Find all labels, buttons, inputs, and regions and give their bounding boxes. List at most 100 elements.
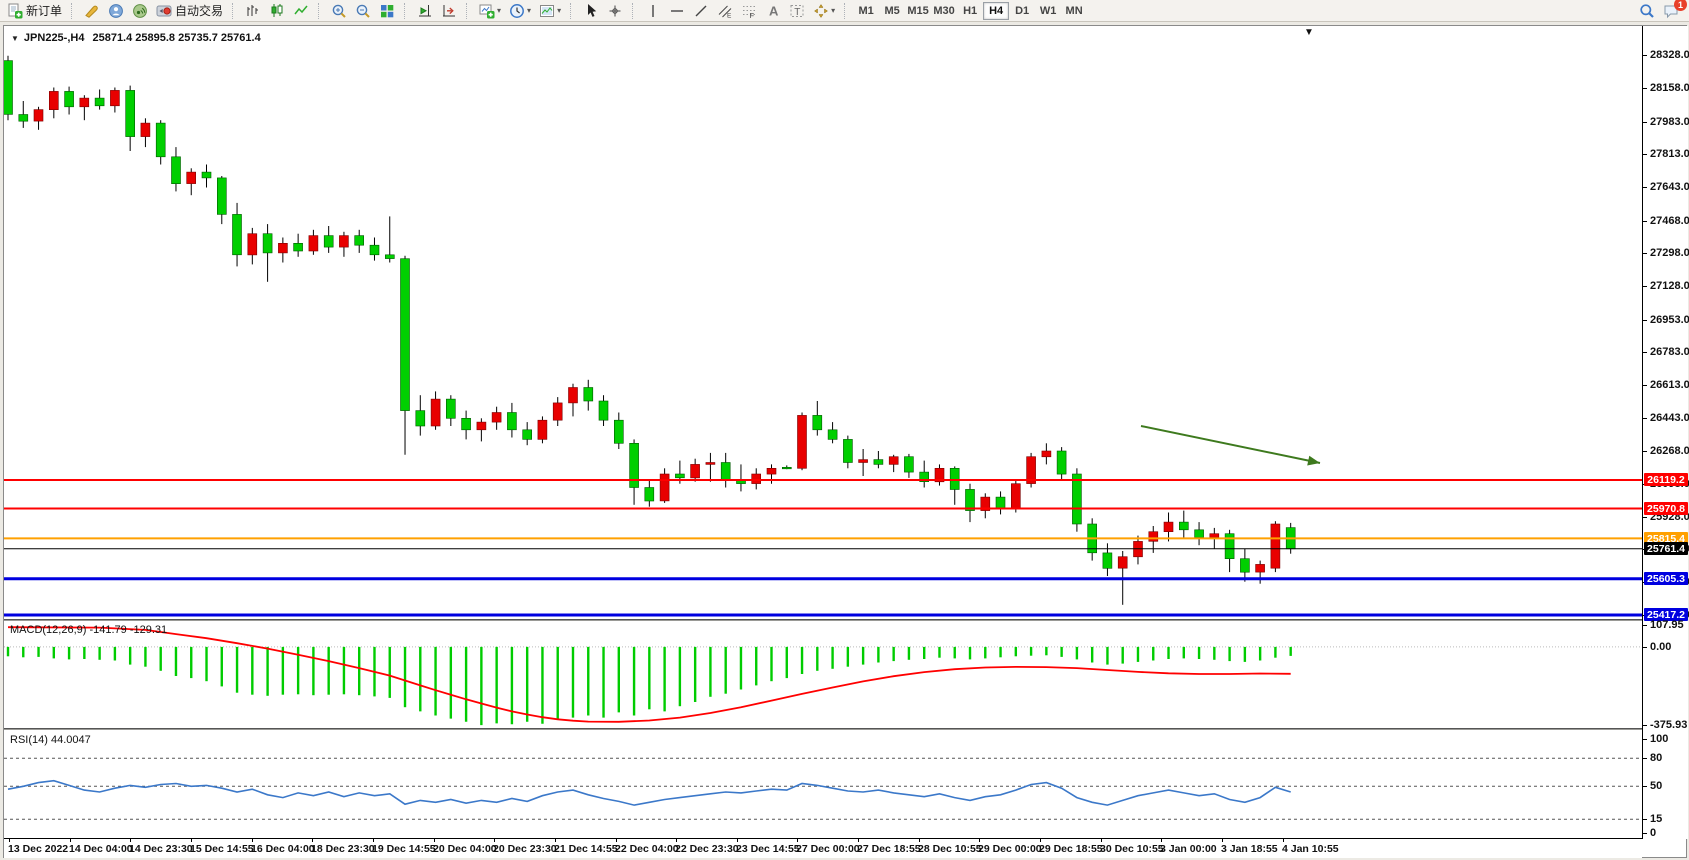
toolbar-group: ▾ ▾ ▾ (475, 1, 565, 21)
timeframe-m30-button[interactable]: M30 (933, 4, 955, 17)
channel-icon: E (717, 3, 733, 19)
rsi-scale-label: 0 (1650, 827, 1657, 839)
timeframe-m5-button[interactable]: M5 (884, 4, 900, 17)
zoom-in-button[interactable] (327, 1, 351, 21)
rsi-panel[interactable] (4, 731, 1642, 837)
auto-scroll-icon (441, 3, 457, 19)
autotrade-icon (156, 3, 172, 19)
hline-button[interactable] (665, 1, 689, 21)
macd-tick-mark (1643, 647, 1647, 648)
main-toolbar: 新订单 自动交易 ▾ ▾ ▾ E F A T ▾ M1 M5 M15 M30 H1 H4 D1 W1 MN 1 (0, 0, 1689, 22)
toolbar-separator (404, 2, 409, 19)
time-tick-mark (494, 839, 495, 842)
toolbar-separator (466, 2, 471, 19)
styler-button[interactable] (80, 1, 104, 21)
macd-panel[interactable] (4, 622, 1642, 728)
new-chart-button[interactable]: ▾ (475, 1, 505, 21)
bar-chart-button[interactable] (241, 1, 265, 21)
price-tick-mark (1643, 352, 1647, 353)
toolbar-separator (632, 2, 637, 19)
zoom-out-button[interactable] (351, 1, 375, 21)
chevron-down-icon[interactable]: ▾ (497, 6, 502, 15)
new-order-button[interactable]: 新订单 (3, 1, 66, 21)
vline-button[interactable] (641, 1, 665, 21)
arrows-button[interactable]: ▾ (809, 1, 839, 21)
price-tick-label: 27643.0 (1650, 181, 1689, 193)
notifications-button[interactable]: 1 (1659, 0, 1687, 21)
trend-arrow-annotation[interactable] (1140, 425, 1321, 466)
label-button[interactable]: T (785, 1, 809, 21)
panel-separator[interactable] (4, 728, 1642, 730)
chevron-down-icon[interactable]: ▾ (831, 6, 836, 15)
new-chart-icon (479, 3, 495, 19)
chart-shift-marker-icon[interactable]: ▼ (1304, 27, 1314, 38)
cursor-button[interactable] (579, 1, 603, 21)
shift-chart-button[interactable] (413, 1, 437, 21)
timeframe-mn-button[interactable]: MN (1065, 4, 1083, 17)
time-tick-label: 27 Dec 00:00 (796, 843, 860, 855)
autotrade-button-label: 自动交易 (175, 4, 224, 18)
price-tick-label: 27983.0 (1650, 116, 1689, 128)
rsi-scale-label: 100 (1650, 733, 1669, 745)
market-button[interactable] (104, 1, 128, 21)
timeframe-h1-button[interactable]: H1 (963, 4, 978, 17)
price-tick-mark (1643, 286, 1647, 287)
panel-separator[interactable] (4, 619, 1642, 621)
toolbar-right: 1 (1635, 0, 1687, 21)
fibonacci-button[interactable]: F (737, 1, 761, 21)
templates-button[interactable]: ▾ (535, 1, 565, 21)
time-tick-mark (373, 839, 374, 842)
timeframe-h4-button[interactable]: H4 (983, 1, 1010, 20)
search-button[interactable] (1635, 1, 1659, 21)
crosshair-button[interactable] (603, 1, 627, 21)
ohlc-values: 25871.4 25895.8 25735.7 25761.4 (92, 32, 261, 44)
price-tick-label: 27298.0 (1650, 247, 1689, 259)
autotrade-button[interactable]: 自动交易 (152, 1, 227, 21)
horizontal-level-lines[interactable] (4, 479, 1642, 617)
main-chart-plot[interactable] (4, 26, 1642, 620)
time-tick-mark (979, 839, 980, 842)
time-tick-label: 4 Jan 10:55 (1282, 843, 1339, 855)
trendline-button[interactable] (689, 1, 713, 21)
chart-window: ▼ JPN225-,H4 25871.4 25895.8 25735.7 257… (3, 25, 1689, 858)
rsi-tick-mark (1643, 819, 1647, 820)
auto-scroll-button[interactable] (437, 1, 461, 21)
time-tick-mark (1222, 839, 1223, 842)
symbol-dropdown-icon[interactable]: ▼ (11, 33, 19, 43)
price-level-label: 25417.2 (1644, 608, 1688, 621)
rsi-scale-label: 15 (1650, 813, 1663, 825)
chevron-down-icon[interactable]: ▾ (557, 6, 562, 15)
time-tick-label: 20 Dec 04:00 (433, 843, 497, 855)
macd-histogram (6, 646, 1292, 726)
time-axis[interactable]: 13 Dec 2022 14 Dec 04:00 14 Dec 23:30 15 De… (4, 839, 1642, 858)
timeframe-d1-button[interactable]: D1 (1015, 4, 1030, 17)
signals-icon (132, 3, 148, 19)
time-tick-mark (616, 839, 617, 842)
time-tick-label: 14 Dec 04:00 (69, 843, 133, 855)
tile-windows-button[interactable] (375, 1, 399, 21)
chart-title: ▼ JPN225-,H4 25871.4 25895.8 25735.7 257… (11, 32, 261, 44)
channel-button[interactable]: E (713, 1, 737, 21)
toolbar-separator (318, 2, 323, 19)
price-tick-mark (1643, 154, 1647, 155)
line-chart-button[interactable] (289, 1, 313, 21)
price-axis[interactable]: 28328.0 28158.0 27983.0 27813.0 27643.0 27468… (1643, 26, 1689, 839)
time-tick-label: 29 Dec 00:00 (978, 843, 1042, 855)
time-tick-mark (858, 839, 859, 842)
timeframe-w1-button[interactable]: W1 (1039, 4, 1057, 17)
candle-chart-button[interactable] (265, 1, 289, 21)
periods-button[interactable]: ▾ (505, 1, 535, 21)
time-tick-label: 27 Dec 18:55 (857, 843, 921, 855)
zoom-out-icon (355, 3, 371, 19)
chevron-down-icon[interactable]: ▾ (527, 6, 532, 15)
zoom-in-icon (331, 3, 347, 19)
candlestick-series (4, 55, 1296, 605)
shift-chart-icon (417, 3, 433, 19)
signals-button[interactable] (128, 1, 152, 21)
toolbar-separator (71, 2, 76, 19)
text-button[interactable]: A (761, 1, 785, 21)
timeframe-m1-button[interactable]: M1 (858, 4, 874, 17)
price-tick-mark (1643, 221, 1647, 222)
timeframe-m15-button[interactable]: M15 (907, 4, 929, 17)
rsi-tick-mark (1643, 739, 1647, 740)
